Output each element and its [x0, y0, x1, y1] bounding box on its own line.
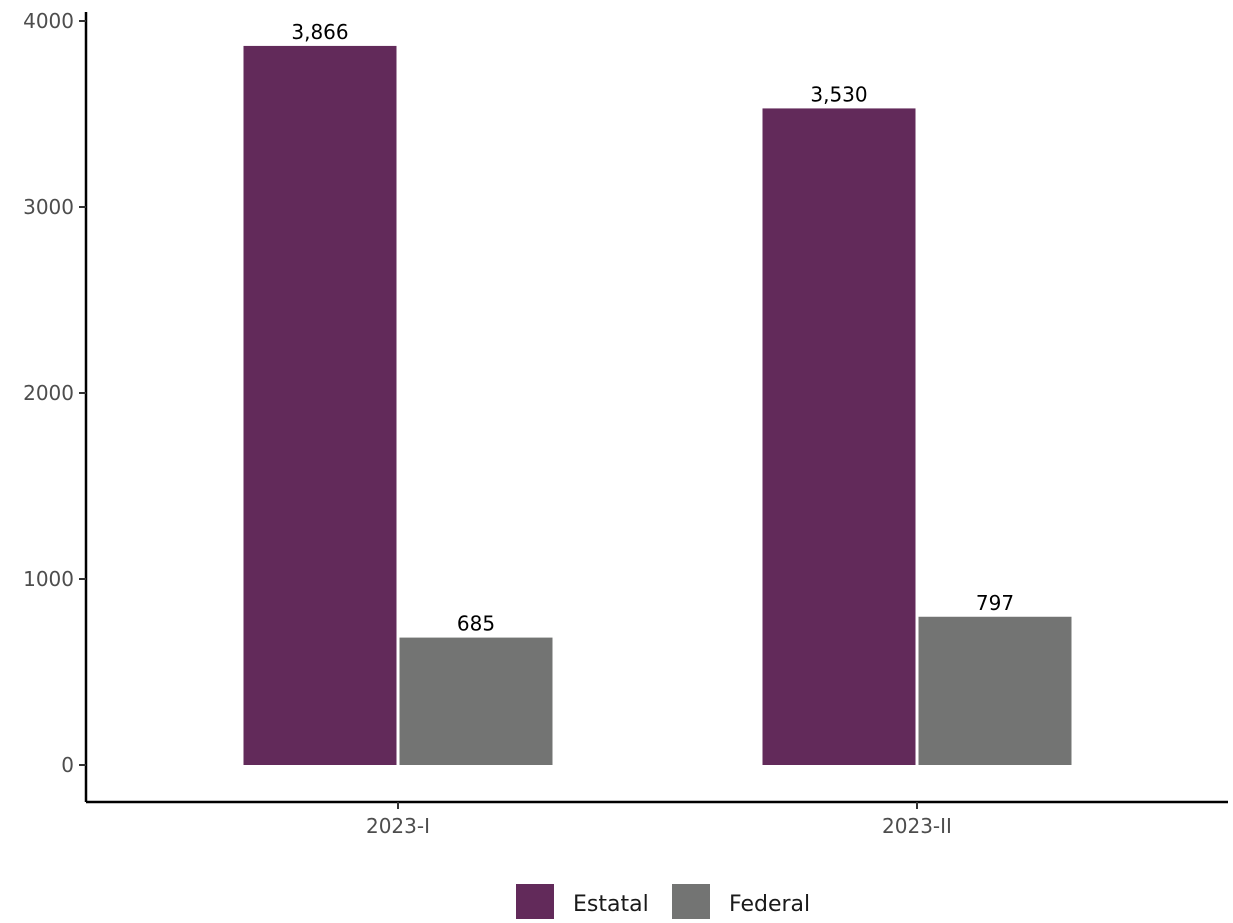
y-tick-label: 4000 [23, 9, 74, 33]
y-tick-label: 2000 [23, 381, 74, 405]
bar-federal-2023-II [918, 616, 1072, 765]
y-tick-label: 3000 [23, 195, 74, 219]
bar-estatal-2023-II [762, 108, 916, 766]
data-label: 685 [457, 612, 495, 636]
x-tick-label: 2023-I [366, 814, 430, 838]
bar-federal-2023-I [399, 637, 553, 765]
x-tick-label: 2023-II [882, 814, 952, 838]
legend-label-federal: Federal [729, 892, 810, 917]
data-label: 3,530 [810, 82, 867, 106]
y-tick-label: 0 [61, 753, 74, 777]
bar-estatal-2023-I [243, 45, 397, 765]
data-label: 797 [976, 591, 1014, 615]
data-label: 3,866 [291, 20, 348, 44]
y-tick-label: 1000 [23, 567, 74, 591]
legend-key-federal [672, 884, 710, 922]
legend-label-estatal: Estatal [573, 892, 649, 917]
legend-key-estatal [516, 884, 554, 922]
